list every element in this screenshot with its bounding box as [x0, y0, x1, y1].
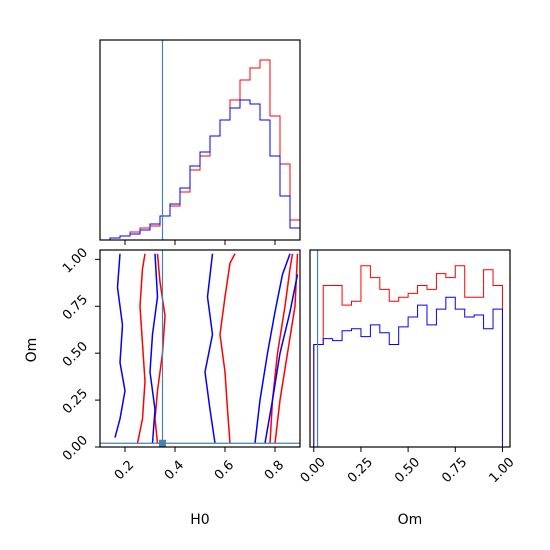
contour-line-series-0-0 [136, 253, 146, 444]
x-axis-label-om: Om [398, 512, 423, 528]
contour-truth-marker [159, 439, 166, 447]
x-axis-label-h0: H0 [190, 512, 209, 528]
contour-line-series-1-1 [149, 253, 159, 444]
om-histogram-frame [309, 249, 511, 448]
y-axis-label-om: Om [24, 338, 40, 363]
contour-ytick-label: 1.00 [60, 245, 91, 276]
om-hist-series-1 [313, 296, 503, 447]
om-histogram-panel: 0.00 0.25 0.50 0.75 1.00 Om [298, 249, 518, 528]
contour-xtick-label: 0.4 [162, 458, 187, 483]
contour-frame [99, 249, 301, 448]
om-xtick-label: 0.50 [392, 455, 423, 486]
contour-line-series-0-4 [274, 253, 299, 444]
h0-om-contour-panel: 0.2 0.4 0.6 0.8 0.00 0.25 0.50 0.75 1.00 H0 Om [24, 245, 301, 528]
contour-ytick-label: 0.00 [60, 433, 91, 464]
contour-ytick-label: 0.75 [60, 292, 91, 323]
contour-line-series-1-4 [264, 274, 299, 444]
h0-hist-series-1 [100, 99, 301, 241]
om-xtick-label: 0.75 [439, 455, 470, 486]
contour-line-series-0-2 [219, 253, 236, 444]
contour-line-series-0-3 [269, 253, 294, 444]
om-xtick-label: 0.00 [298, 455, 329, 486]
contour-line-series-1-3 [254, 253, 291, 444]
h0-histogram-panel [99, 39, 301, 245]
om-xtick-label: 0.25 [345, 455, 376, 486]
contour-xtick-label: 0.8 [262, 458, 287, 483]
contour-xtick-label: 0.6 [212, 458, 237, 483]
om-hist-series-0 [313, 265, 503, 447]
om-xtick-label: 1.00 [486, 455, 517, 486]
h0-histogram-frame [99, 39, 301, 241]
contour-line-series-1-0 [114, 253, 126, 438]
contour-ytick-label: 0.25 [60, 386, 91, 417]
contour-xtick-label: 0.2 [112, 458, 137, 483]
contour-ytick-label: 0.50 [60, 339, 91, 370]
contour-line-series-1-2 [204, 253, 216, 444]
